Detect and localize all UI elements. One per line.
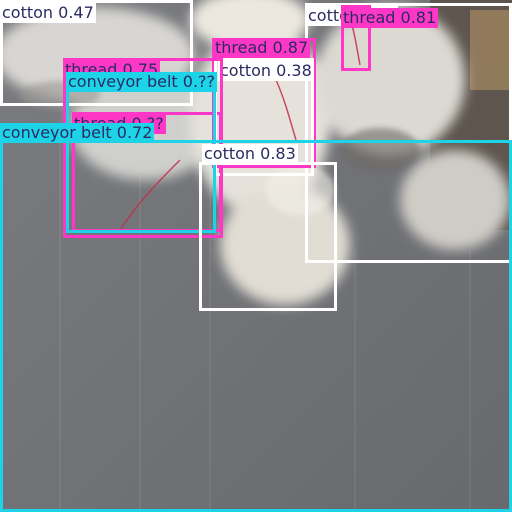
- conveyor-belt-label: conveyor belt 0.72: [0, 123, 154, 143]
- cotton-label: cotton 0.83: [202, 144, 298, 164]
- thread-label: thread 0.87: [213, 38, 310, 58]
- conveyor-belt-label: conveyor belt 0.??: [66, 72, 217, 92]
- cotton-label: cotton 0.38: [218, 61, 314, 81]
- cotton-bounding-box: [199, 162, 337, 311]
- cotton-label: cotton 0.47: [0, 3, 96, 23]
- thread-label: thread 0.81: [341, 8, 438, 28]
